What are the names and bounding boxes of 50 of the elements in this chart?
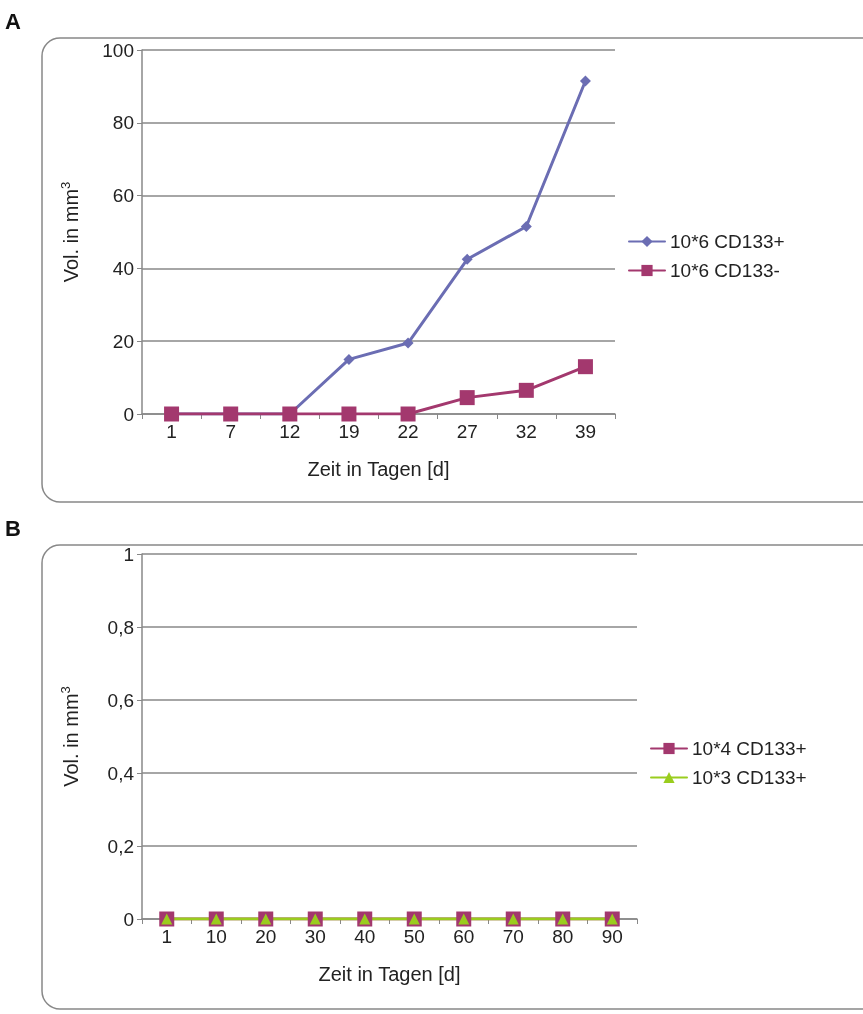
x-axis-title: Zeit in Tagen [d] (318, 963, 461, 985)
x-tick-label: 30 (304, 926, 326, 947)
legend-label: 10*4 CD133+ (692, 738, 807, 759)
y-tick-label: 1 (123, 543, 134, 565)
point (518, 382, 534, 398)
chart-title: B (5, 515, 21, 541)
y-tick-label: 80 (112, 112, 134, 134)
x-tick-label: 1 (166, 421, 177, 442)
x-tick-label: 39 (574, 421, 597, 442)
y-tick-label: 0,2 (107, 835, 134, 857)
x-tick-label: 10 (205, 926, 227, 947)
point (579, 75, 591, 87)
y-tick-label: 0,8 (107, 616, 134, 638)
point (520, 221, 532, 233)
legend-label: 10*6 CD133- (670, 260, 780, 281)
y-tick-label: 0,4 (107, 762, 135, 784)
x-tick-label: 50 (403, 926, 425, 947)
x-tick-label: 32 (515, 421, 537, 442)
x-tick-label: 12 (279, 421, 301, 442)
x-tick-label: 22 (397, 421, 419, 442)
y-tick-label: 0 (123, 403, 134, 425)
y-tick-label: 0 (123, 908, 134, 930)
point (343, 353, 355, 365)
y-tick-label: 60 (112, 185, 134, 207)
x-tick-label: 7 (225, 421, 236, 442)
point (400, 406, 416, 422)
y-axis-title: Vol. in mm3 (58, 181, 82, 283)
legend-label: 10*3 CD133+ (692, 767, 807, 788)
point (577, 359, 593, 375)
x-tick-label: 70 (502, 926, 524, 947)
x-tick-label: 19 (338, 421, 360, 442)
x-tick-label: 27 (456, 421, 478, 442)
point (461, 253, 473, 265)
y-tick-label: 0,6 (107, 689, 134, 711)
legend-label: 10*6 CD133+ (670, 231, 785, 252)
x-tick-label: 90 (601, 926, 623, 947)
y-tick-label: 40 (112, 257, 134, 279)
y-tick-label: 20 (112, 330, 134, 352)
point (402, 337, 414, 349)
x-tick-label: 20 (255, 926, 277, 947)
x-tick-label: 40 (354, 926, 376, 947)
x-tick-label: 1 (161, 926, 173, 947)
y-tick-label: 100 (102, 39, 134, 61)
y-axis-title: Vol. in mm3 (58, 686, 82, 787)
x-tick-label: 60 (453, 926, 475, 947)
x-axis-title: Zeit in Tagen [d] (307, 458, 450, 480)
x-tick-label: 80 (552, 926, 574, 947)
point (341, 406, 357, 422)
chart-title: A (5, 8, 21, 34)
point (459, 390, 475, 406)
